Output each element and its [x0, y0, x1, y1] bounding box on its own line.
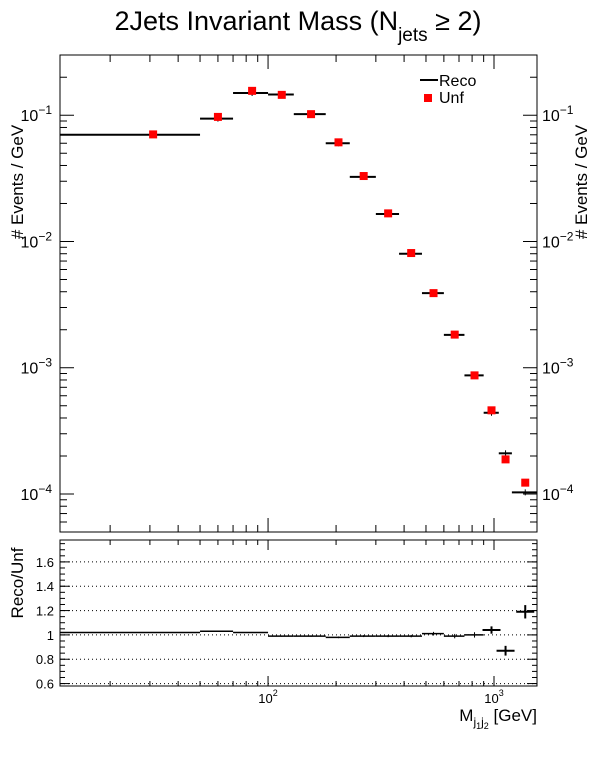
unf-point [307, 110, 316, 119]
bottom-grid [60, 561, 537, 685]
unf-point [213, 112, 222, 121]
unf-point [501, 455, 510, 464]
bottom-y-tick-label: 1 [47, 628, 54, 643]
unf-point [248, 86, 257, 95]
legend-unf-marker [424, 94, 432, 102]
bottom-x-tick-label: 102 [258, 688, 277, 706]
bottom-y-tick-label: 0.6 [36, 677, 54, 692]
unf-point [334, 138, 343, 147]
bottom-x-tick-label: 103 [484, 688, 503, 706]
unf-point [277, 90, 286, 99]
unf-point [384, 209, 393, 218]
unf-point [521, 478, 530, 487]
unf-point [407, 249, 416, 258]
top-ticks [60, 55, 537, 533]
bottom-y-axis-title: Reco/Unf [8, 547, 27, 618]
bottom-y-tick-label: 1.2 [36, 604, 54, 619]
legend-reco-label: Reco [439, 73, 476, 90]
top-marks [60, 86, 537, 496]
unf-point [470, 371, 479, 380]
top-plot-frame [59, 54, 538, 533]
top-y-axis-title: # Events / GeV [8, 124, 27, 239]
top-y-tick-label: 10−1 [21, 103, 53, 125]
chart-title: 2Jets Invariant Mass (Njets ≥ 2) [114, 6, 481, 46]
top-y-tick-labels-right: 10−4 10−3 10−2 10−1 [542, 103, 574, 504]
unf-point [487, 406, 496, 415]
legend-unf-label: Unf [439, 90, 464, 107]
top-y-tick-label-right: 10−4 [542, 482, 574, 504]
unf-point [359, 172, 368, 181]
bottom-marks [60, 605, 535, 656]
bottom-x-tick-labels: 102 103 [258, 688, 503, 706]
top-y-tick-label: 10−2 [21, 229, 53, 251]
top-y-tick-label-right: 10−2 [542, 229, 574, 251]
top-y-tick-label: 10−4 [21, 482, 53, 504]
bottom-y-tick-label: 1.4 [36, 579, 54, 594]
unf-point [429, 289, 438, 298]
bottom-plot-frame [59, 539, 538, 687]
bottom-ticks [60, 540, 537, 686]
top-y-tick-label-right: 10−1 [542, 103, 574, 125]
top-y-tick-label-right: 10−3 [542, 356, 574, 378]
x-axis-title: Mj1j2 [GeV] [459, 706, 537, 731]
top-y-axis-title-right: # Events / GeV [572, 124, 591, 239]
bottom-y-tick-labels: 0.6 0.8 1 1.2 1.4 1.6 [36, 555, 54, 692]
unf-point [149, 130, 158, 139]
legend: Reco Unf [420, 73, 476, 107]
bottom-y-tick-label: 1.6 [36, 555, 54, 570]
top-y-tick-labels: 10−4 10−3 10−2 10−1 [21, 103, 53, 504]
unf-point [450, 330, 459, 339]
top-y-tick-label: 10−3 [21, 356, 53, 378]
bottom-y-tick-label: 0.8 [36, 652, 54, 667]
